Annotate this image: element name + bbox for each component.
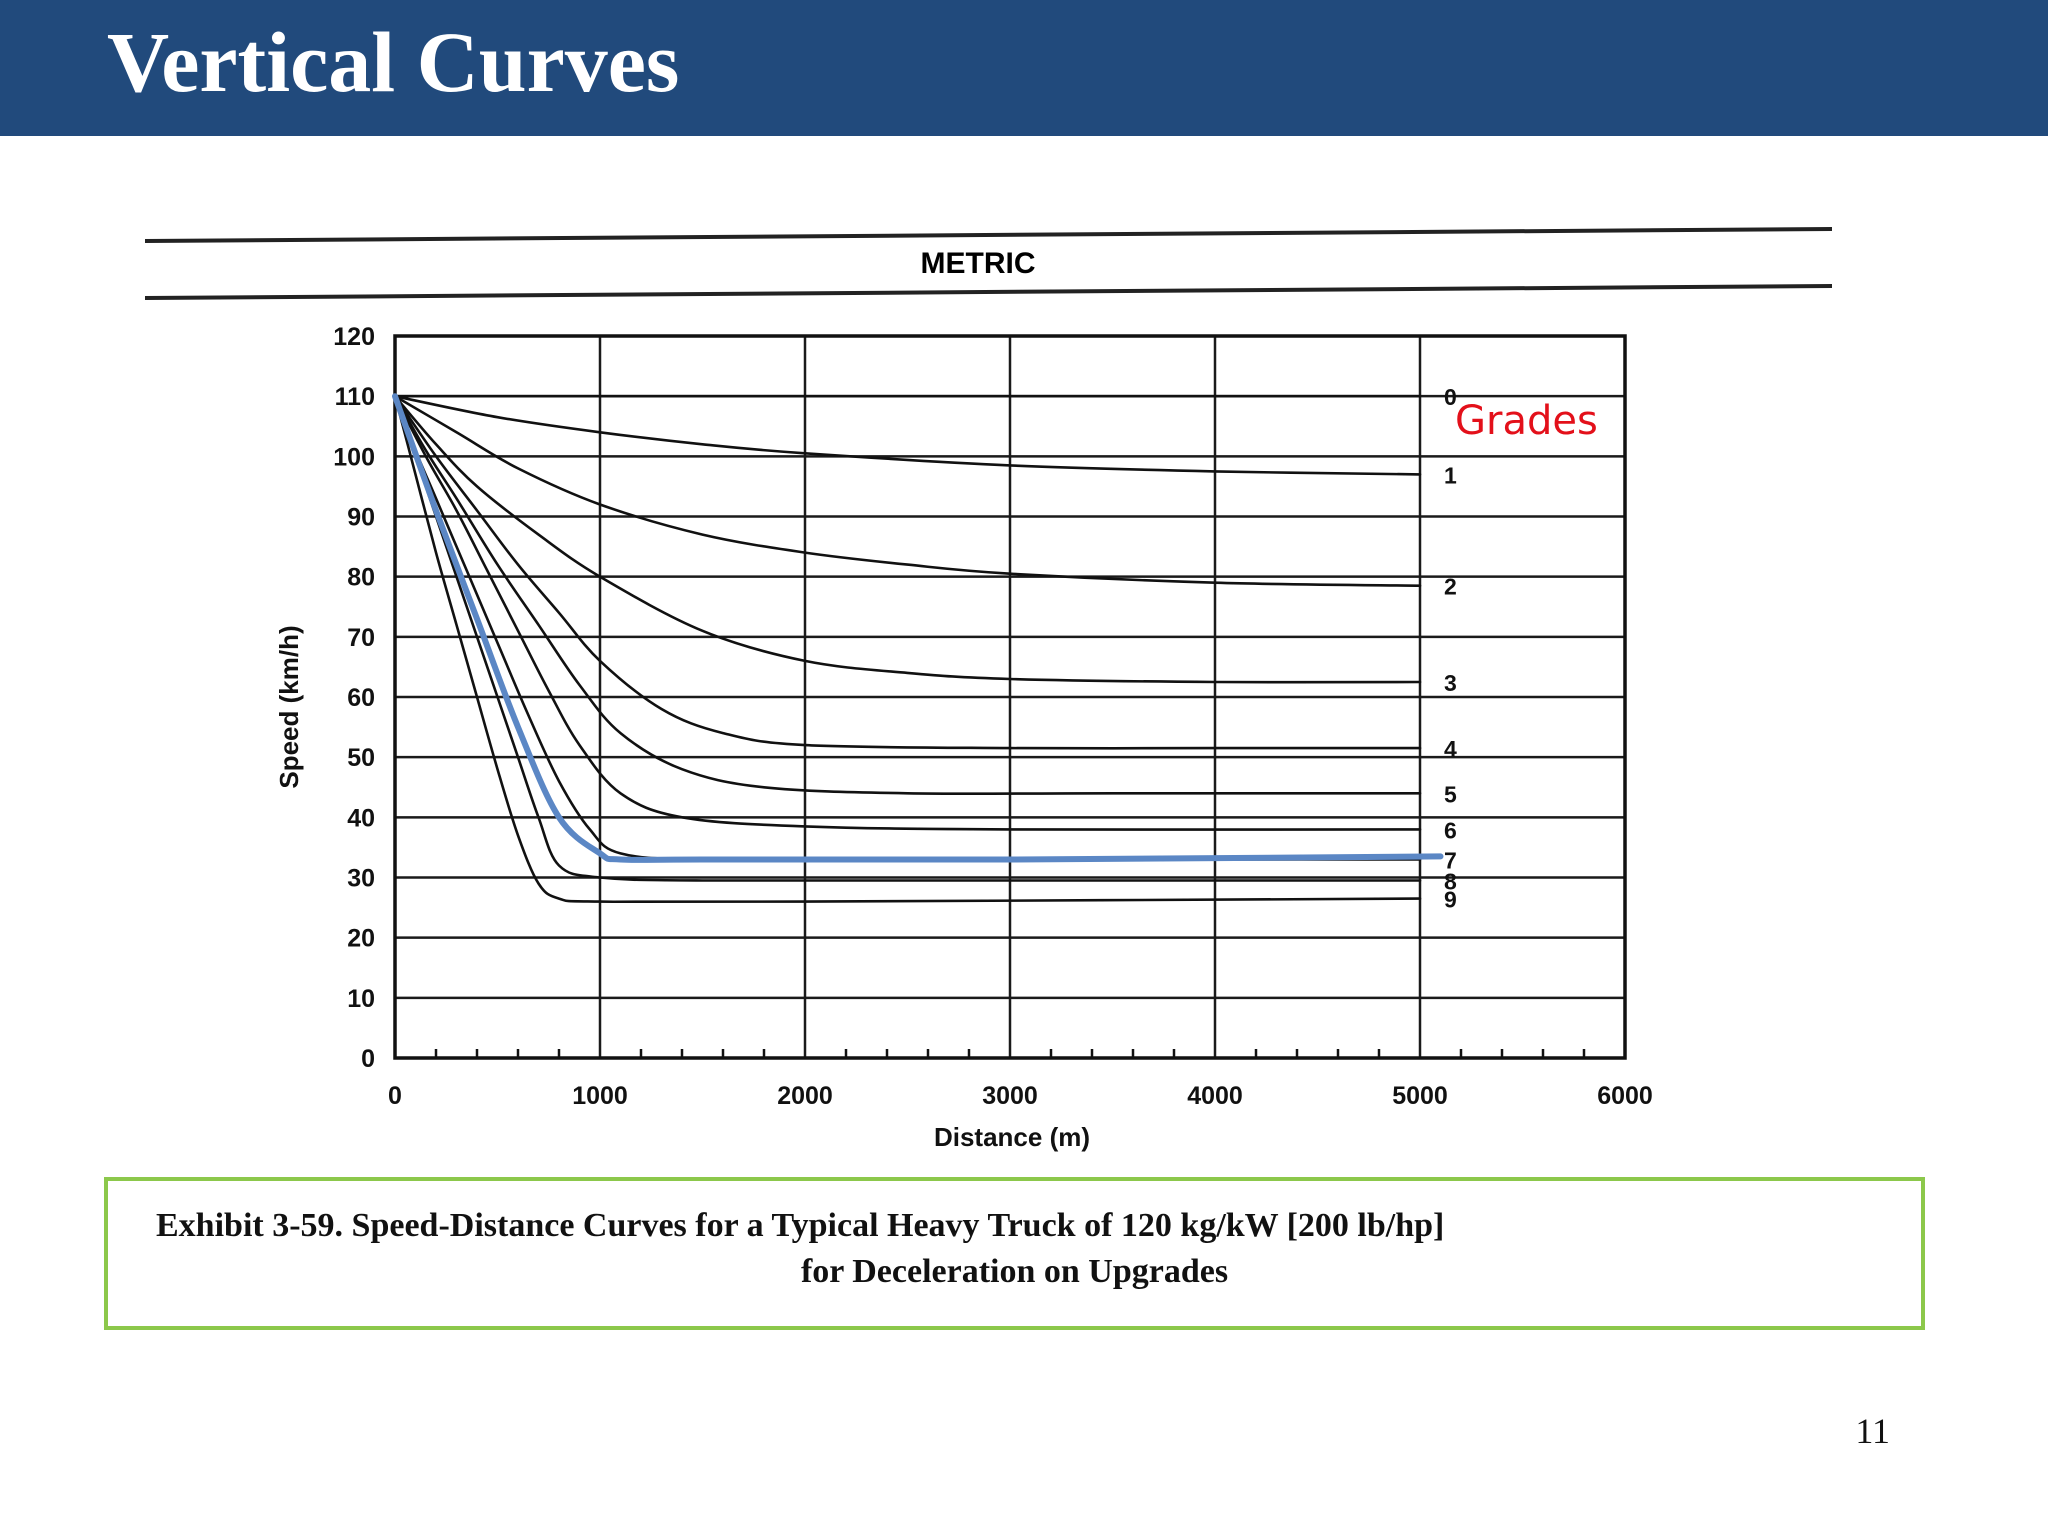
plot-frame (393, 334, 1627, 1060)
highlighted-grade-curve (392, 393, 1444, 863)
y-tick-label: 10 (347, 985, 375, 1013)
grade-label: 8 (1444, 869, 1457, 895)
grade-label: 0 (1444, 384, 1457, 410)
grade-label: 9 (1444, 887, 1457, 913)
slide-title: Vertical Curves (107, 14, 680, 110)
grid (393, 334, 1627, 1060)
y-tick-label: 0 (361, 1045, 375, 1073)
grade-curve-1 (393, 394, 1422, 476)
curves (392, 393, 1444, 904)
y-tick-label: 60 (347, 684, 375, 712)
y-tick-label: 80 (347, 564, 375, 592)
y-tick-label: 90 (347, 504, 375, 532)
y-tick-label: 40 (347, 804, 375, 832)
grade-label: 2 (1444, 574, 1457, 600)
exhibit-top-rule (144, 227, 1833, 243)
grade-curve-6 (393, 394, 1422, 831)
x-tick-label: 2000 (777, 1082, 833, 1110)
page-number: 11 (1855, 1411, 1890, 1451)
x-tick-label: 3000 (982, 1082, 1038, 1110)
grade-label: 3 (1444, 670, 1457, 696)
y-tick-label: 120 (333, 323, 375, 351)
caption-box: Exhibit 3-59. Speed-Distance Curves for … (104, 1177, 1925, 1330)
y-tick-label: 100 (333, 443, 375, 471)
y-axis-title: Speed (km/h) (274, 625, 304, 788)
y-tick-label: 50 (347, 744, 375, 772)
grade-curve-4 (393, 394, 1422, 750)
y-tick-label: 20 (347, 925, 375, 953)
grade-label: 4 (1444, 736, 1457, 762)
grade-label: 7 (1444, 847, 1457, 873)
grade-label: 6 (1444, 817, 1457, 843)
x-tick-label: 1000 (572, 1082, 628, 1110)
x-tick-label: 5000 (1392, 1082, 1448, 1110)
grade-curve-7 (393, 394, 1422, 862)
caption-line-2: for Deceleration on Upgrades (800, 1253, 1229, 1290)
y-tick-label: 110 (335, 383, 375, 411)
x-tick-label: 4000 (1187, 1082, 1243, 1110)
grade-curve-3 (393, 394, 1422, 684)
grade-label: 5 (1444, 781, 1457, 807)
x-tick-label: 0 (388, 1082, 402, 1110)
y-tick-label: 70 (347, 624, 375, 652)
metric-label: METRIC (921, 247, 1036, 280)
grade-curve-9 (393, 394, 1422, 904)
grade-curve-2 (393, 394, 1422, 587)
grade-curve-5 (393, 394, 1422, 796)
x-tick-label: 6000 (1597, 1082, 1653, 1110)
grade-label: 1 (1444, 462, 1457, 488)
x-axis-title: Distance (m) (934, 1122, 1090, 1152)
title-bar: Vertical Curves (0, 0, 2048, 136)
grades-annotation: Grades (1455, 398, 1598, 444)
exhibit-bottom-rule (144, 284, 1833, 300)
caption-line-1: Exhibit 3-59. Speed-Distance Curves for … (156, 1207, 1445, 1244)
y-tick-label: 30 (347, 865, 375, 893)
